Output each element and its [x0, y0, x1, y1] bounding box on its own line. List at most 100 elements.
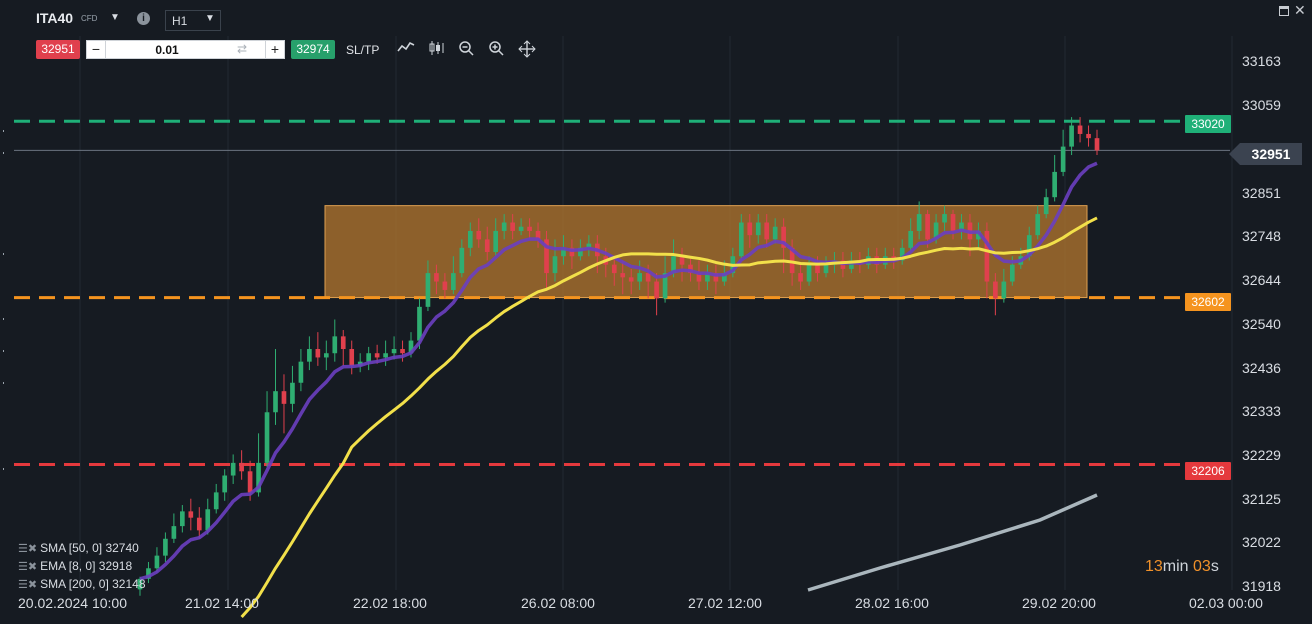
candle-body	[163, 538, 168, 556]
candle-body	[408, 340, 414, 354]
candle-body	[916, 214, 922, 231]
candle-body	[1026, 235, 1032, 257]
support-level-tag[interactable]: 32602	[1185, 293, 1231, 311]
candle-body	[510, 222, 515, 231]
candle-body	[501, 222, 507, 231]
chevron-down-icon[interactable]: ▼	[110, 12, 120, 23]
candle-body	[230, 462, 236, 476]
decrease-button[interactable]: −	[87, 41, 106, 58]
candlestick-icon[interactable]	[428, 40, 446, 58]
price-tick-label: 32644	[1242, 271, 1281, 288]
legend-sma200-text: SMA [200, 0] 32148	[40, 577, 146, 591]
edge-marker	[3, 253, 4, 255]
candle-body	[1001, 281, 1007, 299]
sma200-line	[807, 493, 1098, 592]
restore-icon[interactable]	[1279, 6, 1289, 16]
candle-body	[772, 226, 778, 240]
timeframe-select[interactable]: H1 ▼	[165, 10, 221, 31]
crosshair-icon[interactable]	[518, 40, 536, 58]
candle-body	[1094, 138, 1100, 151]
candle-body	[899, 247, 905, 261]
candle-body	[942, 214, 947, 223]
candle-body	[722, 273, 727, 282]
price-tick-label: 32851	[1242, 184, 1281, 201]
price-tick-label: 32436	[1242, 359, 1281, 376]
zoom-out-icon[interactable]	[457, 40, 475, 58]
candle-body	[781, 226, 786, 248]
price-tick-label: 32540	[1242, 315, 1281, 332]
candle-body	[290, 382, 295, 404]
legend-ema8[interactable]: ☰✖ EMA [8, 0] 32918	[18, 559, 132, 573]
close-icon[interactable]: ✕	[1294, 2, 1306, 18]
sltp-button[interactable]: SL/TP	[346, 43, 380, 57]
candle-body	[908, 230, 914, 248]
settings-close-icon[interactable]: ☰✖	[18, 579, 38, 591]
candle-body	[349, 349, 355, 366]
candle-body	[993, 281, 998, 299]
price-tick-label: 32125	[1242, 490, 1281, 507]
candle-body	[747, 222, 753, 236]
candle-body	[925, 214, 930, 240]
buy-button[interactable]: 32974	[291, 40, 335, 59]
line-chart-icon[interactable]	[397, 40, 415, 58]
edge-marker	[3, 318, 4, 320]
candle-body	[196, 517, 202, 531]
edge-marker	[3, 130, 4, 132]
candle-body	[654, 281, 659, 299]
zoom-in-icon[interactable]	[487, 40, 505, 58]
quantity-stepper[interactable]: − 0.01 ⇄ +	[86, 40, 285, 59]
settings-close-icon[interactable]: ☰✖	[18, 561, 38, 573]
candle-body	[1052, 171, 1057, 198]
candle-body	[755, 222, 761, 236]
candle-body	[417, 306, 422, 341]
resistance-level-tag[interactable]: 33020	[1185, 115, 1231, 133]
legend-sma50[interactable]: ☰✖ SMA [50, 0] 32740	[18, 541, 139, 555]
candle-body	[578, 247, 583, 257]
candle-body	[637, 273, 643, 282]
candle-body	[188, 511, 194, 518]
candle-body	[984, 230, 990, 282]
candle-body	[315, 349, 321, 358]
candle-body	[459, 247, 465, 274]
symbol-name[interactable]: ITA40	[36, 10, 74, 26]
candle-body	[586, 243, 592, 248]
candle-body	[383, 353, 388, 358]
settings-close-icon[interactable]: ☰✖	[18, 543, 38, 555]
candle-body	[764, 222, 770, 240]
candle-body	[451, 273, 456, 290]
candle-body	[815, 264, 820, 274]
candle-body	[705, 273, 710, 282]
instrument-type: CFD	[81, 14, 98, 23]
candle-body	[239, 462, 244, 472]
candle-body	[146, 568, 151, 579]
legend-ema8-text: EMA [8, 0] 32918	[40, 559, 133, 573]
candle-countdown: 13min 03s	[1145, 558, 1219, 576]
candle-body	[1009, 264, 1015, 282]
candle-body	[823, 264, 829, 274]
info-icon[interactable]: i	[137, 12, 150, 25]
time-tick-label: 02.03 00:00	[1189, 595, 1263, 611]
candle-body	[400, 349, 405, 354]
candle-body	[645, 273, 651, 282]
candle-body	[1043, 197, 1049, 215]
price-tick-label: 32333	[1242, 403, 1281, 419]
candle-body	[171, 526, 177, 539]
swap-icon[interactable]: ⇄	[237, 42, 248, 56]
lower-level-tag[interactable]: 32206	[1185, 462, 1231, 480]
candle-body	[959, 222, 964, 231]
price-tick-label: 33163	[1242, 53, 1281, 69]
legend-sma200[interactable]: ☰✖ SMA [200, 0] 32148	[18, 577, 146, 591]
price-tick-label: 33059	[1242, 96, 1281, 113]
quantity-input[interactable]: 0.01	[155, 43, 179, 57]
edge-marker	[3, 152, 4, 154]
sell-button[interactable]: 32951	[36, 40, 80, 59]
current-price-pointer	[1229, 143, 1240, 165]
candle-body	[662, 273, 668, 299]
price-tick-label: 32022	[1242, 534, 1281, 551]
candle-body	[273, 391, 278, 413]
candle-body	[425, 273, 431, 307]
increase-button[interactable]: +	[265, 41, 284, 58]
candle-body	[137, 578, 143, 590]
sma50-line	[240, 216, 1098, 619]
